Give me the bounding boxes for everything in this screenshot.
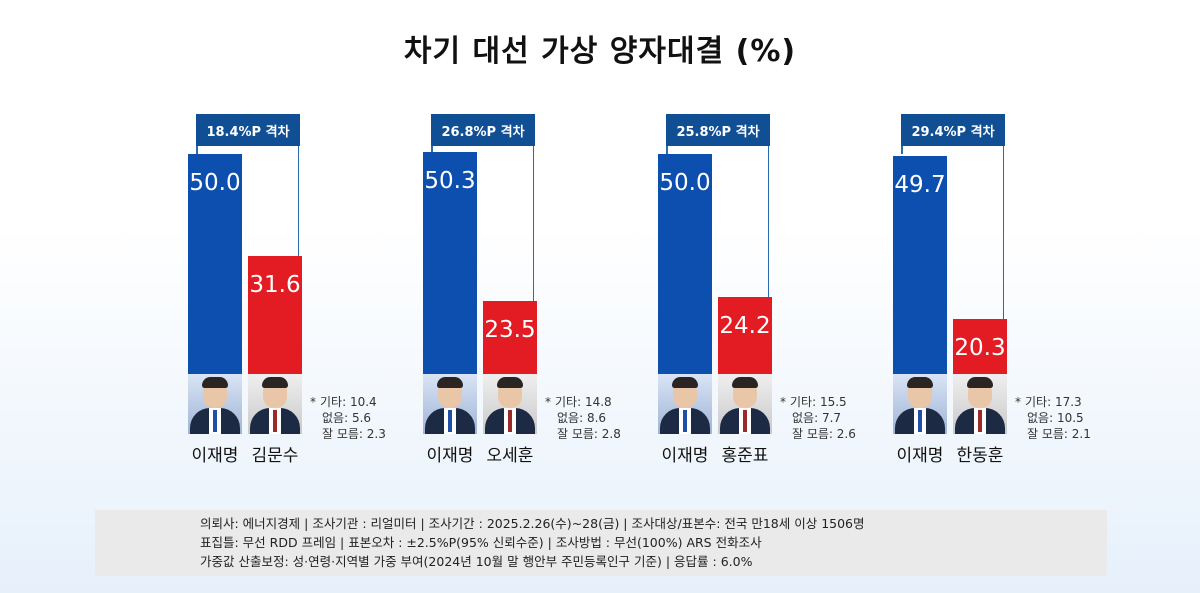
other-line: 기타: 10.4 <box>320 395 377 409</box>
candidate-a-name: 이재명 <box>661 446 709 466</box>
candidate-b-name: 홍준표 <box>721 446 769 466</box>
candidate-b-photo <box>483 374 537 434</box>
none-line: 없음: 5.6 <box>322 411 372 425</box>
chart-title: 차기 대선 가상 양자대결 (%) <box>403 34 797 69</box>
matchup-group: 29.4%P 격차 49.7 20.3 이재명 한동훈 * 기타: 17.3 없… <box>893 110 1123 470</box>
other-responses: * 기타: 17.3 없음: 10.5 잘 모름: 2.1 <box>1015 394 1091 442</box>
candidate-b-name: 한동훈 <box>956 446 1004 466</box>
unsure-line: 잘 모름: 2.8 <box>557 427 621 441</box>
other-responses: * 기타: 14.8 없음: 8.6 잘 모름: 2.8 <box>545 394 621 442</box>
unsure-line: 잘 모름: 2.6 <box>792 427 856 441</box>
candidate-a-name: 이재명 <box>896 446 944 466</box>
gap-label: 29.4%P 격차 <box>901 114 1005 146</box>
candidate-a-name: 이재명 <box>191 446 239 466</box>
bar-value-label: 50.0 <box>189 170 241 196</box>
other-line: 기타: 14.8 <box>555 395 612 409</box>
candidate-a-photo <box>658 374 712 434</box>
gap-bracket-line <box>533 130 534 301</box>
asterisk-mark: * <box>545 395 551 409</box>
bar-value-label: 31.6 <box>249 272 301 298</box>
matchup-group: 18.4%P 격차 50.0 31.6 이재명 김문수 * 기타: 10.4 없… <box>188 110 418 470</box>
bar-value-label: 23.5 <box>484 317 536 343</box>
unsure-line: 잘 모름: 2.3 <box>322 427 386 441</box>
asterisk-mark: * <box>780 395 786 409</box>
bar-value-label: 50.0 <box>659 170 711 196</box>
candidate-a-name: 이재명 <box>426 446 474 466</box>
none-line: 없음: 7.7 <box>792 411 842 425</box>
other-line: 기타: 17.3 <box>1025 395 1082 409</box>
note-line: 의뢰사: 에너지경제 | 조사기관 : 리얼미터 | 조사기간 : 2025.2… <box>200 516 865 531</box>
bar-value-label: 49.7 <box>894 172 946 198</box>
candidate-a-photo <box>893 374 947 434</box>
none-line: 없음: 10.5 <box>1027 411 1084 425</box>
other-line: 기타: 15.5 <box>790 395 847 409</box>
gap-label: 18.4%P 격차 <box>196 114 300 146</box>
candidate-a-photo <box>188 374 242 434</box>
none-line: 없음: 8.6 <box>557 411 607 425</box>
gap-bracket-line <box>1003 130 1004 319</box>
other-responses: * 기타: 15.5 없음: 7.7 잘 모름: 2.6 <box>780 394 856 442</box>
gap-bracket-line <box>298 130 299 256</box>
other-responses: * 기타: 10.4 없음: 5.6 잘 모름: 2.3 <box>310 394 386 442</box>
note-line: 가중값 산출보정: 성·연령·지역별 가중 부여(2024년 10월 말 행안부… <box>200 554 753 569</box>
gap-label: 25.8%P 격차 <box>666 114 770 146</box>
unsure-line: 잘 모름: 2.1 <box>1027 427 1091 441</box>
candidate-b-name: 김문수 <box>251 446 299 466</box>
candidate-b-name: 오세훈 <box>486 446 534 466</box>
candidate-b-photo <box>953 374 1007 434</box>
gap-bracket-line <box>768 130 769 297</box>
asterisk-mark: * <box>1015 395 1021 409</box>
gap-label: 26.8%P 격차 <box>431 114 535 146</box>
candidate-a-photo <box>423 374 477 434</box>
note-line: 표집틀: 무선 RDD 프레임 | 표본오차 : ±2.5%P(95% 신뢰수준… <box>200 535 762 550</box>
survey-notes: 의뢰사: 에너지경제 | 조사기관 : 리얼미터 | 조사기간 : 2025.2… <box>95 510 1107 576</box>
candidate-b-photo <box>248 374 302 434</box>
matchup-group: 26.8%P 격차 50.3 23.5 이재명 오세훈 * 기타: 14.8 없… <box>423 110 653 470</box>
bar-value-label: 50.3 <box>424 168 476 194</box>
matchup-group: 25.8%P 격차 50.0 24.2 이재명 홍준표 * 기타: 15.5 없… <box>658 110 888 470</box>
asterisk-mark: * <box>310 395 316 409</box>
bar-value-label: 24.2 <box>719 313 771 339</box>
candidate-b-photo <box>718 374 772 434</box>
bar-value-label: 20.3 <box>954 335 1006 361</box>
